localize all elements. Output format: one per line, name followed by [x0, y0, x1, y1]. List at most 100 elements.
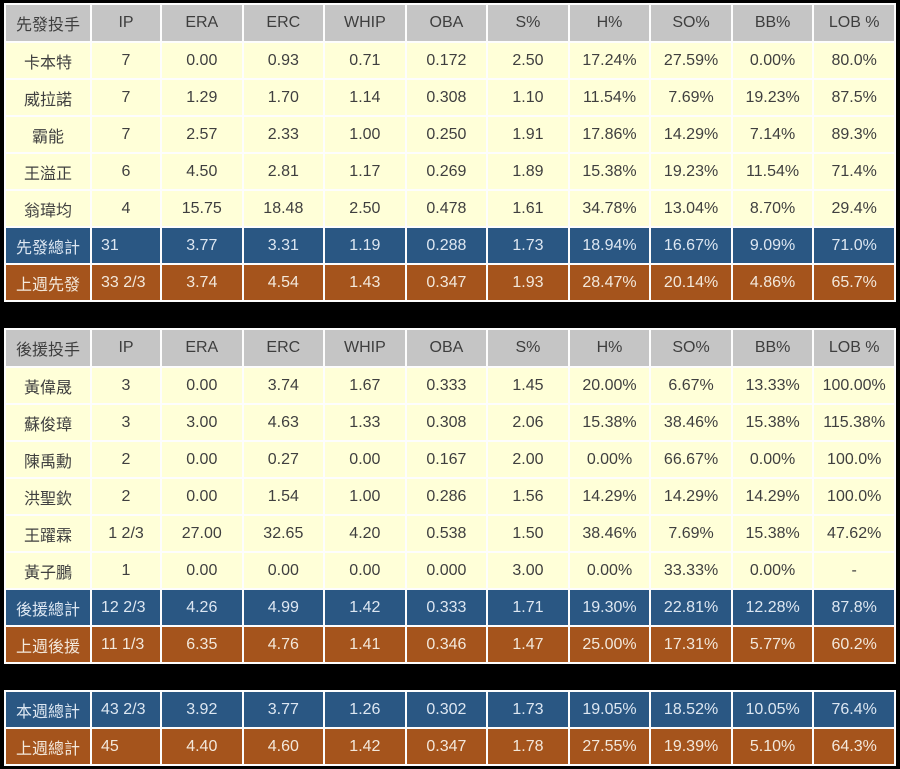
stat-cell: 89.3% — [814, 117, 894, 152]
stat-cell: 19.05% — [569, 692, 650, 727]
player-row: 翁瑋均 4 15.75 18.48 2.50 0.478 1.61 34.78% 13.04% 8… — [6, 191, 894, 226]
player-row: 卡本特 7 0.00 0.93 0.71 0.172 2.50 17.24% 27.59% 0.0… — [6, 43, 894, 78]
stat-cell: 60.2% — [814, 627, 894, 662]
stat-cell: 7.14% — [732, 117, 813, 152]
stat-cell: 0.347 — [406, 265, 487, 300]
stat-cell: 18.52% — [651, 692, 731, 727]
stat-cell: 13.33% — [732, 368, 813, 403]
stat-cell: 3.74 — [243, 368, 324, 403]
player-name: 王躍霖 — [6, 516, 90, 551]
stat-cell: 0.00 — [162, 553, 242, 588]
player-name: 洪聖欽 — [6, 479, 90, 514]
stat-cell: 12.28% — [732, 590, 813, 625]
stat-cell: 0.00% — [569, 442, 650, 477]
stat-cell: 10.05% — [732, 692, 813, 727]
stat-cell: 0.308 — [406, 80, 487, 115]
stat-cell: 0.00% — [732, 43, 813, 78]
stat-cell: 34.78% — [569, 191, 650, 226]
stat-cell: 64.3% — [814, 729, 894, 764]
stat-cell: 2.57 — [162, 117, 242, 152]
player-row: 霸能 7 2.57 2.33 1.00 0.250 1.91 17.86% 14.29% 7.14… — [6, 117, 894, 152]
stat-cell: 3.00 — [162, 405, 242, 440]
stat-cell: 1.93 — [488, 265, 568, 300]
total-row: 後援總計 12 2/3 4.26 4.99 1.42 0.333 1.71 19.30% 22.… — [6, 590, 894, 625]
stat-cell: 19.23% — [651, 154, 731, 189]
row-label: 先發總計 — [6, 228, 90, 263]
row-label: 後援總計 — [6, 590, 90, 625]
stat-cell: 100.00% — [814, 368, 894, 403]
stat-cell: 0.00 — [162, 442, 242, 477]
stat-cell: 1.17 — [325, 154, 405, 189]
stat-cell: 27.55% — [569, 729, 650, 764]
stat-cell: 0.538 — [406, 516, 487, 551]
stat-cell: 1.45 — [488, 368, 568, 403]
stat-cell: 7.69% — [651, 80, 731, 115]
stat-cell: 22.81% — [651, 590, 731, 625]
stat-cell: 4.76 — [243, 627, 324, 662]
stat-cell: 0.00 — [162, 479, 242, 514]
stat-cell: 2.00 — [488, 442, 568, 477]
table-title: 先發投手 — [6, 5, 90, 41]
player-row: 陳禹勳 2 0.00 0.27 0.00 0.167 2.00 0.00% 66.67% 0.00… — [6, 442, 894, 477]
stat-cell: 14.29% — [651, 479, 731, 514]
stat-cell: 1.19 — [325, 228, 405, 263]
stat-cell: 1.14 — [325, 80, 405, 115]
column-header: IP — [92, 330, 160, 366]
player-row: 黃子鵬 1 0.00 0.00 0.00 0.000 3.00 0.00% 33.33% 0.00… — [6, 553, 894, 588]
stat-cell: 25.00% — [569, 627, 650, 662]
row-label: 上週後援 — [6, 627, 90, 662]
stat-cell: 9.09% — [732, 228, 813, 263]
stat-cell: 27.00 — [162, 516, 242, 551]
stat-cell: 4.20 — [325, 516, 405, 551]
stat-cell: 33.33% — [651, 553, 731, 588]
stat-cell: 1.73 — [488, 228, 568, 263]
stat-cell: 18.48 — [243, 191, 324, 226]
stat-cell: 0.00 — [162, 43, 242, 78]
stat-cell: 80.0% — [814, 43, 894, 78]
stat-cell: 5.10% — [732, 729, 813, 764]
stat-cell: 18.94% — [569, 228, 650, 263]
stat-cell: 1.89 — [488, 154, 568, 189]
column-header: WHIP — [325, 5, 405, 41]
stat-cell: 87.8% — [814, 590, 894, 625]
column-header: SO% — [651, 5, 731, 41]
stat-cell: 87.5% — [814, 80, 894, 115]
player-row: 威拉諾 7 1.29 1.70 1.14 0.308 1.10 11.54% 7.69% 19.2… — [6, 80, 894, 115]
stat-cell: 0.478 — [406, 191, 487, 226]
stat-cell: 1.43 — [325, 265, 405, 300]
stat-cell: 6.67% — [651, 368, 731, 403]
stat-cell: 29.4% — [814, 191, 894, 226]
stat-cell: 12 2/3 — [92, 590, 160, 625]
stat-cell: 17.31% — [651, 627, 731, 662]
stat-cell: 1.91 — [488, 117, 568, 152]
column-header: BB% — [732, 330, 813, 366]
row-label: 本週總計 — [6, 692, 90, 727]
previous-week-row: 上週先發 33 2/3 3.74 4.54 1.43 0.347 1.93 28.47% 20.… — [6, 265, 894, 300]
stat-cell: 7 — [92, 117, 160, 152]
player-row: 王躍霖 1 2/3 27.00 32.65 4.20 0.538 1.50 38.46% 7.6… — [6, 516, 894, 551]
stat-cell: 0.347 — [406, 729, 487, 764]
stat-cell: 71.0% — [814, 228, 894, 263]
player-name: 王溢正 — [6, 154, 90, 189]
stat-cell: 3.31 — [243, 228, 324, 263]
stat-cell: 0.00% — [569, 553, 650, 588]
stat-cell: 6 — [92, 154, 160, 189]
stat-cell: 4.26 — [162, 590, 242, 625]
stat-cell: 0.288 — [406, 228, 487, 263]
stat-cell: 43 2/3 — [92, 692, 160, 727]
stat-cell: 5.77% — [732, 627, 813, 662]
header-row: 先發投手 IP ERA ERC WHIP OBA S% H% SO% BB% LOB % — [6, 5, 894, 41]
stat-cell: 0.333 — [406, 368, 487, 403]
column-header: ERA — [162, 330, 242, 366]
stat-cell: 20.14% — [651, 265, 731, 300]
stat-cell: 14.29% — [732, 479, 813, 514]
stat-cell: 0.000 — [406, 553, 487, 588]
column-header: SO% — [651, 330, 731, 366]
stat-cell: 47.62% — [814, 516, 894, 551]
stat-cell: 20.00% — [569, 368, 650, 403]
stat-cell: 4.99 — [243, 590, 324, 625]
stat-cell: 4 — [92, 191, 160, 226]
stat-cell: 1.26 — [325, 692, 405, 727]
column-header: S% — [488, 330, 568, 366]
stat-cell: 13.04% — [651, 191, 731, 226]
